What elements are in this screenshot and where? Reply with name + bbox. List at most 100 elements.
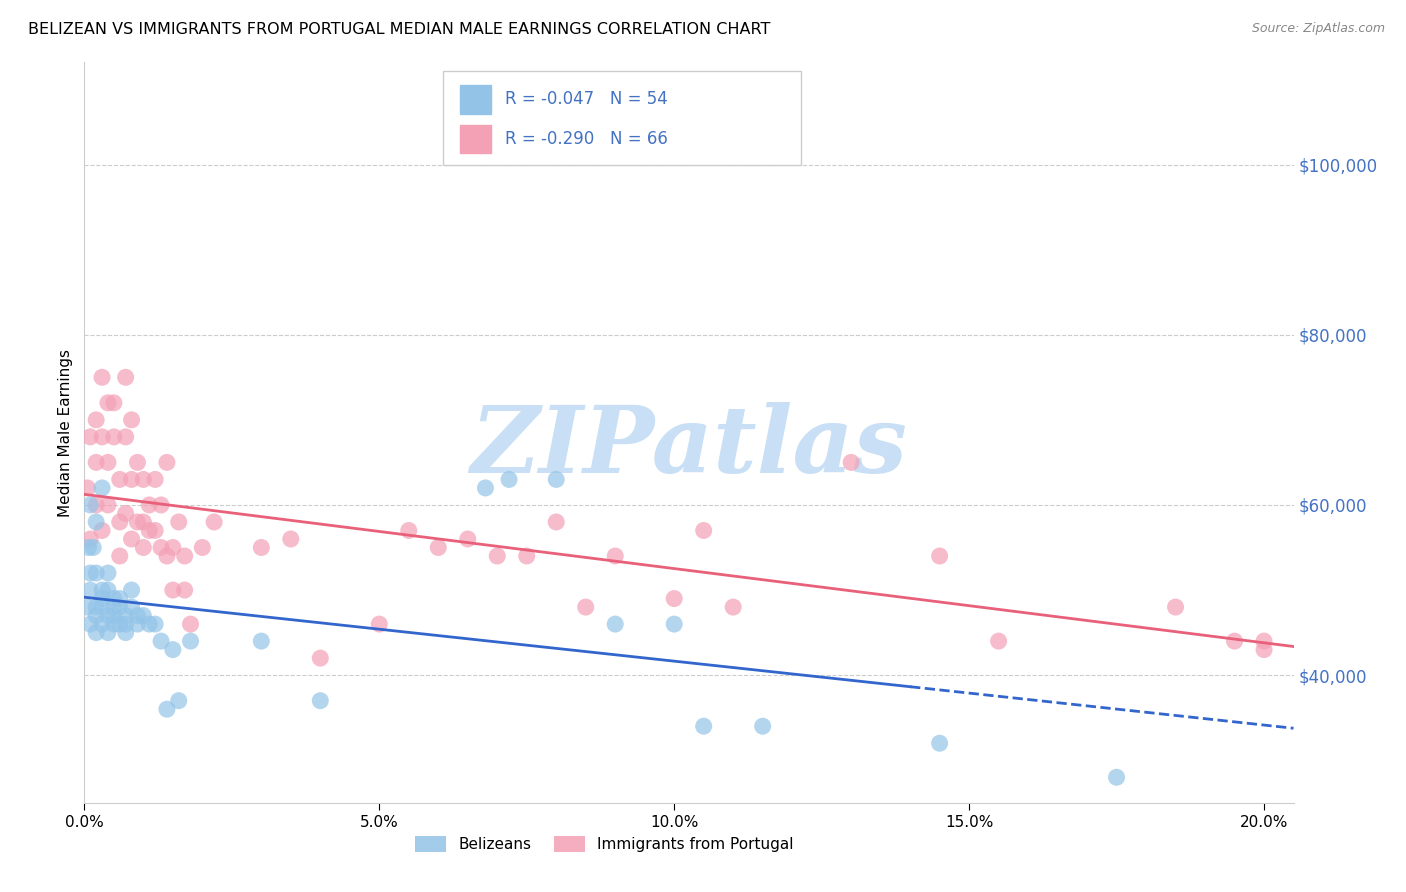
- Immigrants from Portugal: [114, 370, 136, 384]
- Immigrants from Portugal: [202, 515, 225, 529]
- Immigrants from Portugal: [108, 549, 131, 563]
- Text: Source: ZipAtlas.com: Source: ZipAtlas.com: [1251, 22, 1385, 36]
- Belizeans: [692, 719, 714, 733]
- Belizeans: [91, 481, 114, 495]
- Immigrants from Portugal: [132, 472, 155, 486]
- Belizeans: [127, 608, 149, 623]
- Belizeans: [156, 702, 179, 716]
- Immigrants from Portugal: [127, 515, 149, 529]
- Belizeans: [108, 617, 131, 632]
- Immigrants from Portugal: [546, 515, 568, 529]
- Immigrants from Portugal: [486, 549, 509, 563]
- Belizeans: [143, 617, 166, 632]
- Belizeans: [180, 634, 202, 648]
- Immigrants from Portugal: [1253, 634, 1275, 648]
- Immigrants from Portugal: [928, 549, 950, 563]
- Immigrants from Portugal: [97, 396, 120, 410]
- Belizeans: [127, 617, 149, 632]
- Immigrants from Portugal: [143, 472, 166, 486]
- Immigrants from Portugal: [167, 515, 190, 529]
- Text: ZIPatlas: ZIPatlas: [471, 402, 907, 492]
- Immigrants from Portugal: [84, 413, 107, 427]
- Immigrants from Portugal: [427, 541, 450, 555]
- Belizeans: [76, 600, 98, 615]
- Immigrants from Portugal: [150, 498, 173, 512]
- Belizeans: [97, 566, 120, 580]
- Belizeans: [103, 617, 125, 632]
- Belizeans: [150, 634, 173, 648]
- Belizeans: [79, 566, 101, 580]
- Immigrants from Portugal: [97, 455, 120, 469]
- Immigrants from Portugal: [398, 524, 420, 538]
- Immigrants from Portugal: [91, 430, 114, 444]
- Belizeans: [546, 472, 568, 486]
- Belizeans: [82, 541, 104, 555]
- Belizeans: [250, 634, 273, 648]
- Belizeans: [605, 617, 627, 632]
- Belizeans: [79, 617, 101, 632]
- Immigrants from Portugal: [180, 617, 202, 632]
- Immigrants from Portugal: [138, 524, 160, 538]
- Immigrants from Portugal: [127, 455, 149, 469]
- Text: R = -0.047   N = 54: R = -0.047 N = 54: [505, 90, 668, 109]
- Belizeans: [498, 472, 520, 486]
- Immigrants from Portugal: [103, 430, 125, 444]
- Immigrants from Portugal: [575, 600, 598, 615]
- Immigrants from Portugal: [173, 549, 195, 563]
- Immigrants from Portugal: [839, 455, 862, 469]
- Belizeans: [91, 600, 114, 615]
- Immigrants from Portugal: [79, 532, 101, 546]
- Immigrants from Portugal: [605, 549, 627, 563]
- Belizeans: [103, 591, 125, 606]
- Belizeans: [103, 608, 125, 623]
- Immigrants from Portugal: [138, 498, 160, 512]
- Belizeans: [114, 617, 136, 632]
- Immigrants from Portugal: [132, 541, 155, 555]
- Belizeans: [751, 719, 773, 733]
- Immigrants from Portugal: [108, 515, 131, 529]
- Belizeans: [114, 625, 136, 640]
- Belizeans: [108, 591, 131, 606]
- Y-axis label: Median Male Earnings: Median Male Earnings: [58, 349, 73, 516]
- Text: R = -0.290   N = 66: R = -0.290 N = 66: [505, 130, 668, 148]
- Belizeans: [108, 600, 131, 615]
- Immigrants from Portugal: [516, 549, 538, 563]
- Immigrants from Portugal: [280, 532, 302, 546]
- Belizeans: [1105, 770, 1128, 784]
- Belizeans: [97, 625, 120, 640]
- Immigrants from Portugal: [156, 549, 179, 563]
- Belizeans: [91, 617, 114, 632]
- Belizeans: [79, 582, 101, 597]
- Immigrants from Portugal: [457, 532, 479, 546]
- Belizeans: [97, 608, 120, 623]
- Belizeans: [84, 566, 107, 580]
- Immigrants from Portugal: [1253, 642, 1275, 657]
- Belizeans: [114, 608, 136, 623]
- Immigrants from Portugal: [191, 541, 214, 555]
- Belizeans: [91, 591, 114, 606]
- Text: BELIZEAN VS IMMIGRANTS FROM PORTUGAL MEDIAN MALE EARNINGS CORRELATION CHART: BELIZEAN VS IMMIGRANTS FROM PORTUGAL MED…: [28, 22, 770, 37]
- Belizeans: [77, 541, 100, 555]
- Belizeans: [84, 600, 107, 615]
- Immigrants from Portugal: [156, 455, 179, 469]
- Immigrants from Portugal: [114, 430, 136, 444]
- Immigrants from Portugal: [84, 498, 107, 512]
- Belizeans: [474, 481, 496, 495]
- Immigrants from Portugal: [121, 532, 143, 546]
- Belizeans: [309, 694, 332, 708]
- Immigrants from Portugal: [250, 541, 273, 555]
- Belizeans: [84, 625, 107, 640]
- Immigrants from Portugal: [309, 651, 332, 665]
- Immigrants from Portugal: [97, 498, 120, 512]
- Belizeans: [928, 736, 950, 750]
- Immigrants from Portugal: [987, 634, 1010, 648]
- Immigrants from Portugal: [1223, 634, 1246, 648]
- Immigrants from Portugal: [76, 481, 98, 495]
- Belizeans: [121, 582, 143, 597]
- Belizeans: [84, 608, 107, 623]
- Belizeans: [167, 694, 190, 708]
- Belizeans: [162, 642, 184, 657]
- Belizeans: [138, 617, 160, 632]
- Legend: Belizeans, Immigrants from Portugal: Belizeans, Immigrants from Portugal: [409, 830, 800, 858]
- Immigrants from Portugal: [162, 582, 184, 597]
